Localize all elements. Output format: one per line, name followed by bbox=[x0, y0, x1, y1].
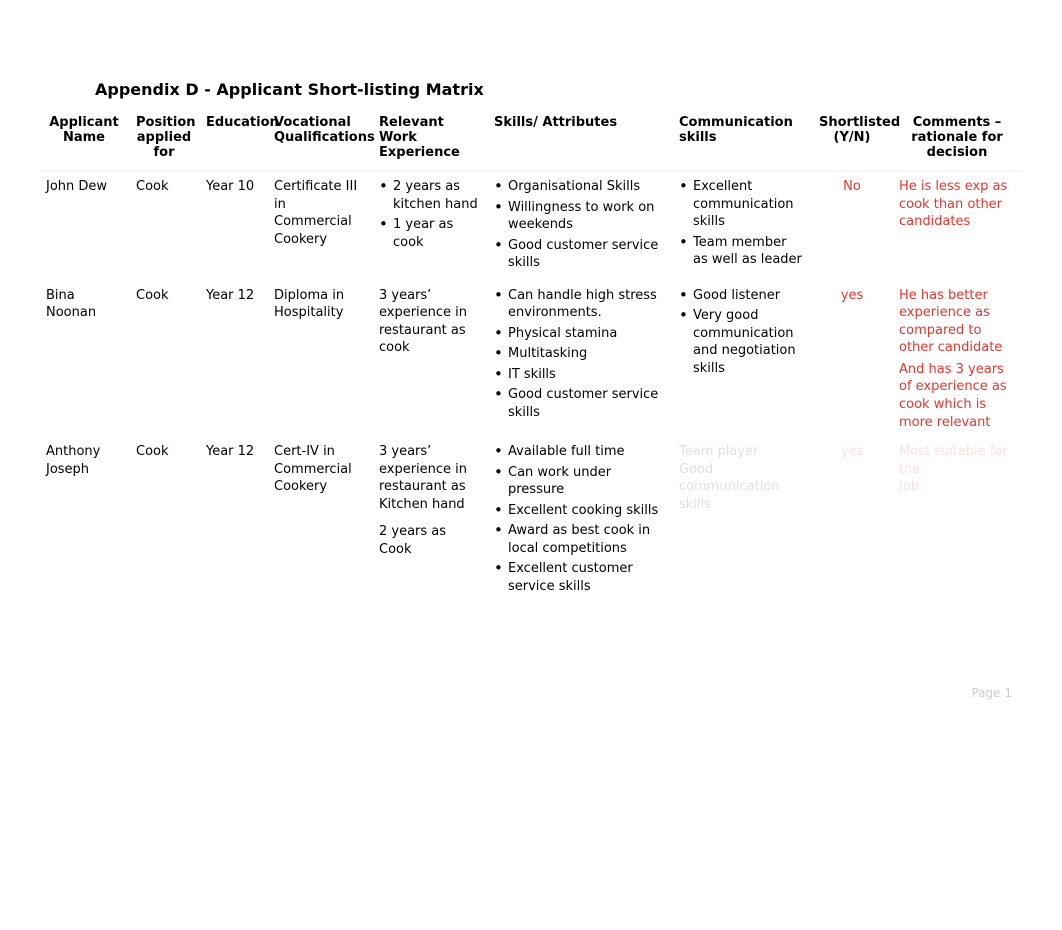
list-item: Excellent communication skills bbox=[693, 178, 805, 234]
list-item: Team member as well as leader bbox=[693, 234, 805, 272]
list-item: Excellent cooking skills bbox=[508, 502, 665, 523]
cell-position: Cook bbox=[130, 281, 200, 437]
list-item: Can handle high stress environments. bbox=[508, 287, 665, 325]
comment-line: And has 3 years of experience as cook wh… bbox=[899, 361, 1015, 431]
cell-name: John Dew bbox=[40, 172, 130, 281]
list-item: 1 year as cook bbox=[393, 216, 480, 254]
col-communication: Communication skills bbox=[673, 109, 813, 172]
cell-comments: Most suitable for the job bbox=[893, 437, 1023, 604]
cell-education: Year 12 bbox=[200, 281, 268, 437]
cell-skills: Can handle high stress environments. Phy… bbox=[488, 281, 673, 437]
cell-vocational: Diploma in Hospitality bbox=[268, 281, 373, 437]
faded-shortlist: yes bbox=[841, 444, 863, 459]
faded-line: Good bbox=[679, 461, 805, 479]
cell-experience: 3 years’ experience in restaurant as Kit… bbox=[373, 437, 488, 604]
list-item: 2 years as kitchen hand bbox=[393, 178, 480, 216]
col-comments: Comments – rationale for decision bbox=[893, 109, 1023, 172]
col-shortlisted: Shortlisted (Y/N) bbox=[813, 109, 893, 172]
list-item: Willingness to work on weekends bbox=[508, 199, 665, 237]
col-experience: Relevant Work Experience bbox=[373, 109, 488, 172]
list-item: Good listener bbox=[693, 287, 805, 308]
cell-name: Bina Noonan bbox=[40, 281, 130, 437]
table-row: Bina Noonan Cook Year 12 Diploma in Hosp… bbox=[40, 281, 1023, 437]
table-header-row: Applicant Name Position applied for Educ… bbox=[40, 109, 1023, 172]
col-position: Position applied for bbox=[130, 109, 200, 172]
cell-shortlisted: yes bbox=[813, 437, 893, 604]
exp-line: 3 years’ experience in restaurant as Kit… bbox=[379, 443, 480, 513]
col-applicant-name: Applicant Name bbox=[40, 109, 130, 172]
cell-shortlisted: yes bbox=[813, 281, 893, 437]
faded-line: job bbox=[899, 478, 1015, 496]
document-page: { "title": "Appendix D - Applicant Short… bbox=[0, 0, 1062, 930]
cell-skills: Available full time Can work under press… bbox=[488, 437, 673, 604]
cell-comments: He has better experience as compared to … bbox=[893, 281, 1023, 437]
list-item: Multitasking bbox=[508, 345, 665, 366]
exp-line: 2 years as Cook bbox=[379, 523, 480, 558]
faded-line: Most suitable for bbox=[899, 443, 1015, 461]
cell-shortlisted: No bbox=[813, 172, 893, 281]
cell-vocational: Cert-IV in Commercial Cookery bbox=[268, 437, 373, 604]
cell-name: Anthony Joseph bbox=[40, 437, 130, 604]
list-item: Very good communication and negotiation … bbox=[693, 307, 805, 380]
faded-line: Team player bbox=[679, 443, 805, 461]
cell-position: Cook bbox=[130, 437, 200, 604]
list-item: Good customer service skills bbox=[508, 237, 665, 275]
cell-education: Year 10 bbox=[200, 172, 268, 281]
faded-line: communication bbox=[679, 478, 805, 496]
col-education: Education bbox=[200, 109, 268, 172]
list-item: Organisational Skills bbox=[508, 178, 665, 199]
list-item: IT skills bbox=[508, 366, 665, 387]
list-item: Physical stamina bbox=[508, 325, 665, 346]
applicant-matrix-table: Applicant Name Position applied for Educ… bbox=[40, 109, 1023, 604]
table-row: John Dew Cook Year 10 Certificate III in… bbox=[40, 172, 1023, 281]
table-row: Anthony Joseph Cook Year 12 Cert-IV in C… bbox=[40, 437, 1023, 604]
comment-line: He is less exp as cook than other candid… bbox=[899, 178, 1015, 231]
list-item: Available full time bbox=[508, 443, 665, 464]
cell-position: Cook bbox=[130, 172, 200, 281]
cell-comments: He is less exp as cook than other candid… bbox=[893, 172, 1023, 281]
list-item: Award as best cook in local competitions bbox=[508, 522, 665, 560]
list-item: Can work under pressure bbox=[508, 464, 665, 502]
cell-communication: Team player Good communication skills bbox=[673, 437, 813, 604]
cell-experience: 3 years’ experience in restaurant as coo… bbox=[373, 281, 488, 437]
page-title: Appendix D - Applicant Short-listing Mat… bbox=[95, 80, 1022, 99]
faded-line: skills bbox=[679, 496, 805, 514]
cell-education: Year 12 bbox=[200, 437, 268, 604]
list-item: Excellent customer service skills bbox=[508, 560, 665, 598]
faded-line: the bbox=[899, 461, 1015, 479]
page-number: Page 1 bbox=[972, 686, 1013, 700]
col-skills: Skills/ Attributes bbox=[488, 109, 673, 172]
page-cutoff-fade bbox=[40, 620, 1022, 660]
cell-experience: 2 years as kitchen hand 1 year as cook bbox=[373, 172, 488, 281]
cell-communication: Good listener Very good communication an… bbox=[673, 281, 813, 437]
list-item: Good customer service skills bbox=[508, 386, 665, 424]
cell-skills: Organisational Skills Willingness to wor… bbox=[488, 172, 673, 281]
col-vocational: Vocational Qualifications bbox=[268, 109, 373, 172]
cell-vocational: Certificate III in Commercial Cookery bbox=[268, 172, 373, 281]
comment-line: He has better experience as compared to … bbox=[899, 287, 1015, 357]
cell-communication: Excellent communication skills Team memb… bbox=[673, 172, 813, 281]
